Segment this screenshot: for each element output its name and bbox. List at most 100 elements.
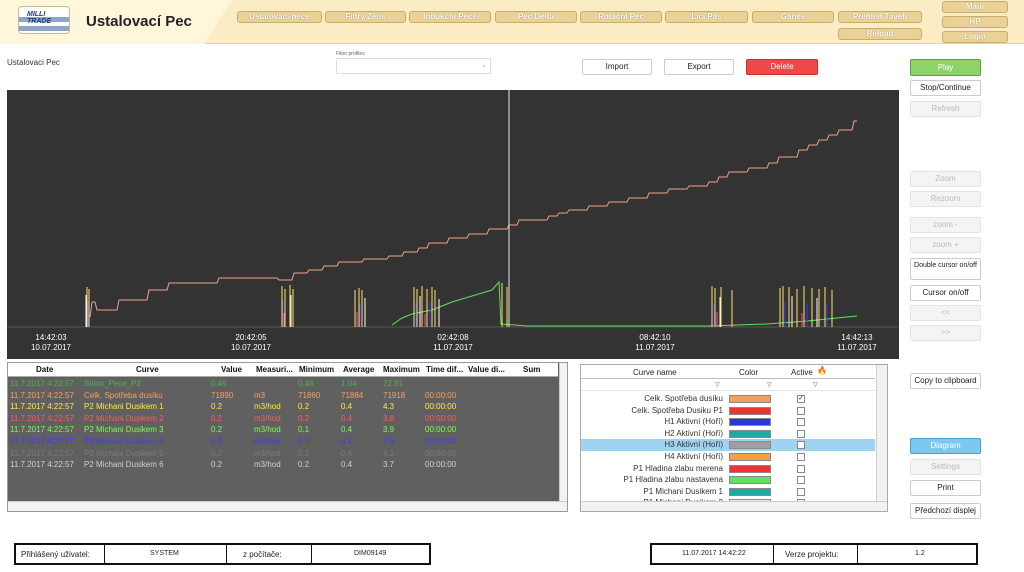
col-date[interactable]: Date [36,365,54,374]
curve-color-swatch[interactable] [729,464,771,473]
curve-color-swatch[interactable] [729,418,771,427]
nav-filtry-zeos[interactable]: Filtry Zeos [325,11,406,23]
curve-active-checkbox[interactable]: ✓ [797,395,805,403]
curve-color-swatch[interactable] [729,476,771,485]
cell-curve: Stilon_Pece_P2 [84,379,141,388]
col-value-diff[interactable]: Value di... [468,365,505,374]
filter-icon[interactable]: ∇ [715,382,720,389]
col-minimum[interactable]: Minimum [299,365,335,374]
nav-indukcni-pece[interactable]: Indukční Pece [409,11,491,23]
curve-active-checkbox[interactable] [797,464,805,473]
curve-active-checkbox[interactable] [797,487,805,496]
stop-continue-button[interactable]: Stop/Continue [910,80,981,96]
curve-active-checkbox[interactable] [797,453,805,461]
curve-active-checkbox[interactable] [797,418,805,427]
curve-row[interactable]: Celk. Spotřeba dusíku ✓ [581,393,875,405]
curves-table-vscroll[interactable] [876,365,887,501]
cell-curve: P2 Michani Dusikem 3 [84,425,164,435]
table-row[interactable]: 11.7.2017 4:22:57 P2 Michani Dusikem 6 0.2… [8,459,558,470]
table-row[interactable]: 11.7.2017 4:22:57 P2 Michani Dusikem 3 0.2… [8,424,558,435]
nav-ustalovaci-pece[interactable]: Ustalovací pece [237,11,322,23]
cursor-toggle-button[interactable]: Cursor on/off [910,285,981,301]
zoom-button[interactable]: Zoom [910,171,981,187]
curve-row[interactable]: H1 Aktivní (Hoří) [581,416,875,428]
reload-button[interactable]: Reload [838,28,922,40]
col-maximum[interactable]: Maximum [383,365,420,374]
nav-lici-pas[interactable]: Licí Pás [665,11,748,23]
rezoom-button[interactable]: Rezoom [910,191,981,207]
curve-color-swatch[interactable] [729,395,771,403]
col-time-diff[interactable]: Time dif... [426,365,464,374]
curve-row[interactable]: P1 Hladina zlabu nastavena [581,474,875,486]
zoom-plus-button[interactable]: zoom + [910,237,981,253]
main-button[interactable]: Main [942,1,1008,13]
curve-row[interactable]: P1 Hladina zlabu merena [581,463,875,475]
col-curve-name[interactable]: Curve name [633,368,677,377]
nav-prehled-taveb[interactable]: Prehled Taveb [838,11,922,23]
curves-table-hscroll[interactable] [581,501,887,511]
curve-active-checkbox[interactable] [797,476,805,485]
col-sum[interactable]: Sum [523,365,541,374]
trend-chart[interactable]: 14:42:03 10.07.2017 20:42:05 10.07.2017 02… [7,90,899,359]
col-curve[interactable]: Curve [136,365,159,374]
col-average[interactable]: Average [343,365,375,374]
col-color[interactable]: Color [739,368,759,377]
table-row[interactable]: 11.7.2017 4:22:57 P2 Michani Dusikem 5 0.2… [8,448,558,459]
import-button[interactable]: Import [582,59,652,75]
table-row[interactable]: 11.7.2017 4:22:57 Celk. Spotřeba dusíku 71… [8,390,558,401]
print-button[interactable]: Print [910,480,981,496]
curve-color-swatch[interactable] [729,453,771,461]
curve-active-checkbox[interactable] [797,429,805,438]
settings-button[interactable]: Settings [910,459,981,475]
curve-color-swatch[interactable] [729,487,771,496]
curve-color-swatch[interactable] [729,429,771,438]
curve-color-swatch[interactable] [729,406,771,415]
login-button[interactable]: Login [942,31,1008,43]
delete-button[interactable]: Delete [746,59,818,75]
values-table-vscroll[interactable] [559,363,567,501]
curve-active-checkbox[interactable] [797,406,805,415]
curve-row[interactable]: H2 Aktivní (Hoří) [581,428,875,440]
table-row[interactable]: 11.7.2017 4:22:57 P2 Michani Dusikem 1 0.2… [8,401,558,412]
flame-icon: 🔥 [817,366,827,375]
double-cursor-button[interactable]: Double cursor on/off [910,258,981,280]
curves-filter-row[interactable]: ∇ ∇ ∇ [581,380,875,391]
diagram-button[interactable]: Diagram [910,438,981,454]
curves-table[interactable]: Curve name Color Active 🔥 ∇ ∇ ∇ Celk. Sp… [580,364,888,512]
table-row[interactable]: 11.7.2017 4:22:57 Stilon_Pece_P2 0.46 0.46 1… [8,378,558,389]
cell-unit: m3/hod [254,425,281,435]
curve-row[interactable]: H3 Aktivní (Hoří) [581,439,875,452]
table-row[interactable]: 11.7.2017 4:22:57 P2 Michani Dusikem 2 0.2… [8,413,558,424]
values-table-hscroll[interactable] [8,501,567,511]
col-active[interactable]: Active [791,368,813,377]
cursor-prev-button[interactable]: << [910,305,981,321]
curve-row[interactable]: P1 Michani Dusikem 1 [581,486,875,498]
filter-profiles-select[interactable]: ⌄ [336,58,491,74]
curve-color-swatch[interactable] [729,441,771,450]
col-measuring[interactable]: Measuri... [256,365,293,374]
col-value[interactable]: Value [221,365,242,374]
cell-time-diff: 00:00:00 [425,437,457,446]
nav-ganes[interactable]: Ganes [752,11,834,23]
cell-date: 11.7.2017 4:22:57 [10,390,74,400]
curve-active-checkbox[interactable] [797,441,805,450]
cell-minimum: 0.2 [298,448,310,458]
nav-rotacni-pec[interactable]: Rotační Pec [580,11,662,23]
previous-display-button[interactable]: Předchozí displej [910,503,981,519]
filter-icon[interactable]: ∇ [813,382,818,389]
cursor-next-button[interactable]: >> [910,325,981,341]
play-button[interactable]: Play [910,59,981,76]
table-row[interactable]: 11.7.2017 4:22:57 P2 Michani Dusikem 4 0.2… [8,436,558,447]
divider [104,545,105,563]
curve-row[interactable]: H4 Aktivní (Hoří) [581,451,875,463]
export-button[interactable]: Export [664,59,734,75]
refresh-button[interactable]: Refresh [910,101,981,117]
zoom-minus-button[interactable]: zoom - [910,217,981,233]
copy-clipboard-button[interactable]: Copy to clipboard [910,373,981,389]
nav-pec-delta[interactable]: Pec Delta [495,11,577,23]
cell-value: 71890 [211,390,234,400]
hp-button[interactable]: HP [942,16,1008,28]
curve-row[interactable]: Celk. Spotřeba Dusiku P1 [581,405,875,417]
filter-icon[interactable]: ∇ [767,382,772,389]
values-table[interactable]: Date Curve Value Measuri... Minimum Aver… [7,362,568,512]
